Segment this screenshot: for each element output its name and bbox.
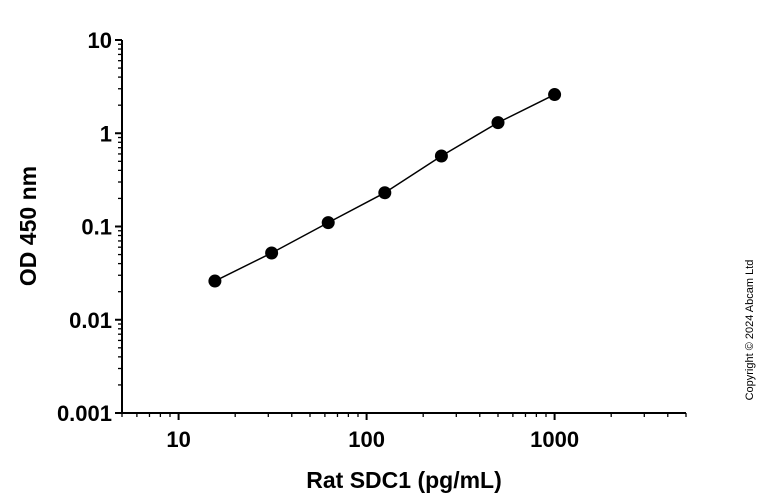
data-point — [378, 186, 392, 200]
data-point — [434, 149, 448, 163]
data-marks — [208, 88, 562, 288]
y-tick-label: 0.01 — [69, 308, 112, 333]
x-tick-label: 100 — [348, 427, 385, 452]
copyright-text: Copyright © 2024 Abcam Ltd — [744, 260, 756, 401]
data-point — [491, 116, 505, 130]
x-tick-label: 1000 — [530, 427, 579, 452]
y-tick-label: 0.001 — [57, 401, 112, 426]
data-point — [321, 216, 335, 230]
axes: 0.001 0.01 0.1 1 10 10 100 1000 — [57, 28, 687, 452]
y-tick-label: 10 — [88, 28, 112, 53]
data-point — [208, 274, 222, 288]
x-axis-title: Rat SDC1 (pg/mL) — [306, 467, 502, 493]
y-tick-label: 0.1 — [81, 215, 112, 240]
y-axis-title: OD 450 nm — [15, 166, 41, 286]
x-tick-label: 10 — [166, 427, 190, 452]
data-point — [548, 88, 562, 102]
y-tick-label: 1 — [100, 121, 112, 146]
data-point — [265, 246, 279, 260]
